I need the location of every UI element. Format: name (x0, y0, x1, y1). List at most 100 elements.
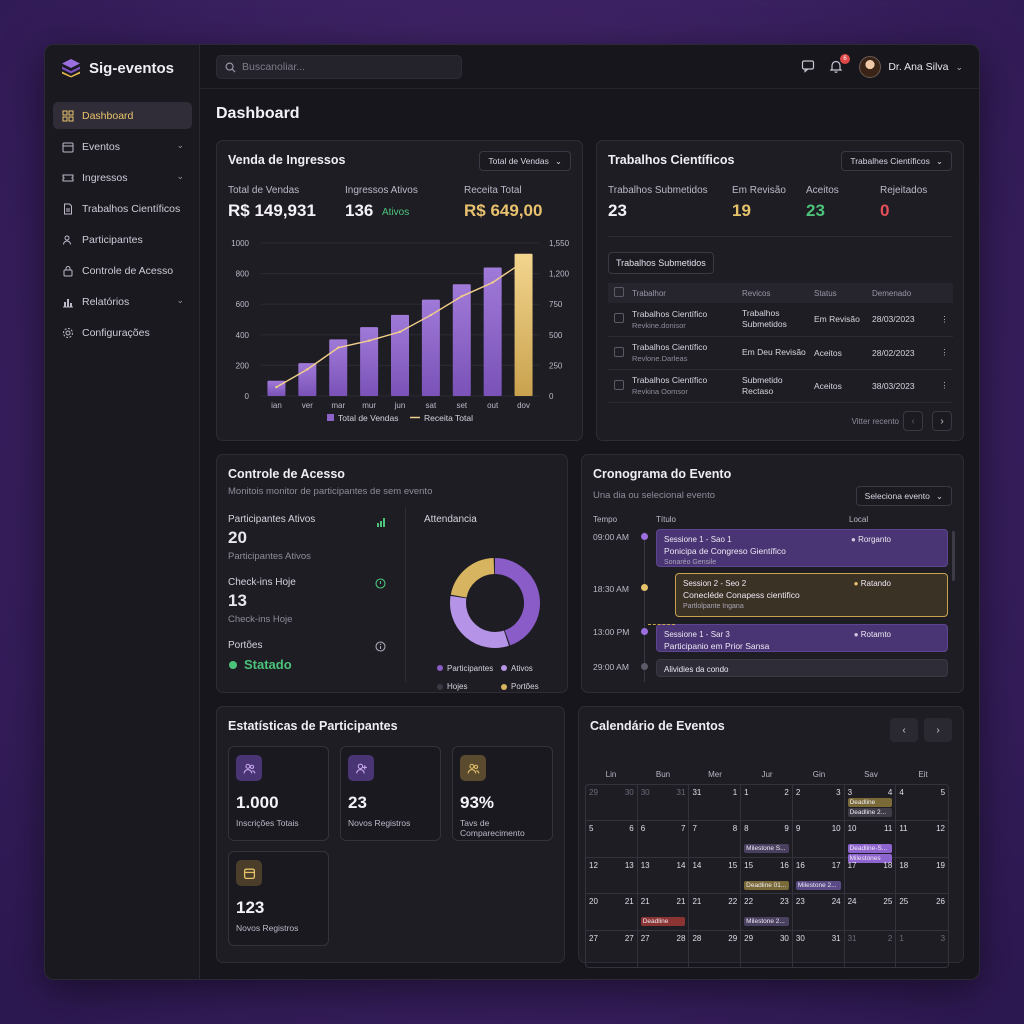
prev-page-button[interactable]: ‹ (903, 411, 923, 431)
chat-icon[interactable] (801, 59, 817, 75)
calendar-day[interactable]: 16 17 Milestone 2... (793, 857, 845, 894)
schedule-item[interactable]: Alividies da condo (656, 659, 948, 677)
bar-mur[interactable] (360, 327, 379, 396)
row-checkbox[interactable] (614, 313, 624, 324)
submitted-tab-button[interactable]: Trabalhos Submetidos (608, 252, 714, 274)
bar-sat[interactable] (421, 299, 440, 396)
schedule-item[interactable]: Session 2 - Seo 2 Conecléde Conapess cien… (675, 573, 948, 617)
calendar-event[interactable]: Deadline 01... (744, 880, 789, 890)
info-icon[interactable] (375, 639, 386, 657)
calendar-day[interactable]: 29 30 (741, 930, 793, 967)
calendar-day[interactable]: 31 1 (689, 785, 742, 821)
bar-set[interactable] (452, 284, 471, 396)
sidebar-item-participantes[interactable]: Participantes (53, 226, 192, 253)
calendar-day[interactable]: 21 22 (689, 894, 742, 930)
calendar-event[interactable]: Deadline-S... (847, 844, 893, 854)
sidebar-item-relat-rios[interactable]: Relatórios ⌄ (53, 288, 192, 315)
bar-out[interactable] (483, 267, 502, 396)
bar-mar[interactable] (329, 339, 348, 396)
calendar-event[interactable]: Deadline (640, 917, 686, 927)
donut-slice-portões[interactable] (450, 558, 495, 599)
sidebar-item-dashboard[interactable]: Dashboard (53, 102, 192, 129)
bar-dov[interactable] (514, 253, 533, 396)
calendar-day[interactable]: 25 26 (896, 894, 948, 929)
day-number: 4 (899, 788, 904, 797)
calendar-event[interactable]: Milestone S... (744, 844, 789, 854)
calendar-event[interactable]: Milestone 2... (744, 917, 789, 927)
next-month-button[interactable]: › (924, 718, 952, 742)
signal-icon (376, 514, 386, 532)
calendar-day[interactable]: 14 15 (689, 857, 742, 894)
bell-icon[interactable]: 6 (829, 54, 850, 75)
stat-card[interactable]: 23 Novos Registros (340, 746, 441, 841)
search-box[interactable] (216, 55, 462, 79)
calendar-day[interactable]: 31 2 (845, 930, 897, 967)
calendar-day[interactable]: 22 23 Milestone 2... (741, 894, 793, 930)
bar-jun[interactable] (391, 314, 409, 396)
calendar-day[interactable]: 27 28 (638, 930, 690, 967)
table-row[interactable]: Trabalhos Científico Revkine.donisor Traba… (608, 303, 953, 337)
sidebar-item-controle-de-acesso[interactable]: Controle de Acesso (53, 257, 192, 284)
calendar-day[interactable]: 27 27 (586, 930, 638, 967)
brand[interactable]: Sig-eventos (61, 57, 174, 79)
calendar-day[interactable]: 15 16 Deadline 01... (741, 857, 793, 894)
calendar-day[interactable]: 8 9 Milestone S... (741, 821, 793, 857)
more-icon[interactable]: ⋮ (936, 303, 953, 337)
stat-card[interactable]: 93% Tavs de Comparecimento (452, 746, 553, 841)
bar-ver[interactable] (298, 363, 317, 396)
sidebar-item-trabalhos-cient-ficos[interactable]: Trabalhos Científicos (53, 195, 192, 222)
calendar-day[interactable]: 18 19 (896, 858, 948, 893)
next-page-button[interactable]: › (932, 411, 952, 431)
calendar-day[interactable]: 17 18 (845, 857, 897, 894)
calendar-event[interactable]: Deadline 2... (847, 808, 893, 817)
sidebar-item-eventos[interactable]: Eventos ⌄ (53, 133, 192, 160)
table-row[interactable]: Trabalhos Científico Revlone.Darleas Em De… (608, 336, 953, 370)
select-all-checkbox[interactable] (614, 287, 624, 297)
search-input[interactable] (242, 61, 442, 73)
calendar-day[interactable]: 28 29 (689, 930, 742, 967)
event-select[interactable]: Seleciona evento ⌄ (855, 486, 952, 506)
calendar-day[interactable]: 30 31 (793, 930, 845, 967)
calendar-day[interactable]: 24 25 (845, 894, 897, 930)
calendar-event[interactable]: Milestones (847, 854, 893, 864)
sidebar-item-configura-es[interactable]: Configurações (53, 319, 192, 346)
papers-dropdown[interactable]: Trabalhes Científicos ⌄ (841, 151, 952, 171)
schedule-item[interactable]: Sessione 1 - Sar 3 Participanio em Prior … (656, 624, 948, 652)
calendar-day[interactable]: 29 30 (586, 785, 638, 821)
calendar-day[interactable]: 9 10 (793, 821, 845, 857)
calendar-day[interactable]: 21 21 Deadline (638, 894, 690, 930)
calendar-event[interactable]: Deadline (847, 798, 893, 807)
calendar-event[interactable]: Milestone 2... (795, 880, 841, 890)
calendar-day[interactable]: 30 31 (638, 785, 690, 821)
calendar-day[interactable]: 20 21 (586, 894, 638, 930)
stat-card[interactable]: 1.000 Inscrições Totais (228, 746, 329, 841)
sales-dropdown[interactable]: Total de Vendas ⌄ (479, 151, 571, 171)
calendar-day[interactable]: 10 11 Deadline-S... Milestones (845, 821, 897, 864)
user-menu[interactable]: Dr. Ana Silva ⌄ (859, 55, 963, 79)
sidebar-item-ingressos[interactable]: Ingressos ⌄ (53, 164, 192, 191)
more-icon[interactable]: ⋮ (936, 369, 953, 403)
stat-card[interactable]: 123 Novos Registros (228, 851, 329, 946)
ticket-icon (61, 171, 75, 185)
scrollbar[interactable] (952, 531, 955, 581)
row-checkbox[interactable] (614, 346, 624, 357)
donut-slice-ativos[interactable] (450, 595, 509, 648)
calendar-day[interactable]: 12 13 (586, 857, 638, 894)
more-icon[interactable]: ⋮ (936, 336, 953, 370)
table-row[interactable]: Trabalhos Científico Revkina Oomsor Submet… (608, 369, 953, 403)
calendar-day[interactable]: 23 24 (793, 894, 845, 930)
calendar-day[interactable]: 13 14 (638, 857, 690, 894)
donut-slice-participantes[interactable] (494, 558, 540, 646)
prev-month-button[interactable]: ‹ (890, 718, 918, 742)
row-checkbox[interactable] (614, 379, 624, 390)
schedule-item[interactable]: Sessione 1 - Sao 1 Ponicipa de Congreso G… (656, 529, 948, 567)
calendar-day[interactable]: 3 4 Deadline Deadline 2... (845, 785, 897, 821)
calendar-day[interactable]: 11 12 (896, 821, 948, 856)
